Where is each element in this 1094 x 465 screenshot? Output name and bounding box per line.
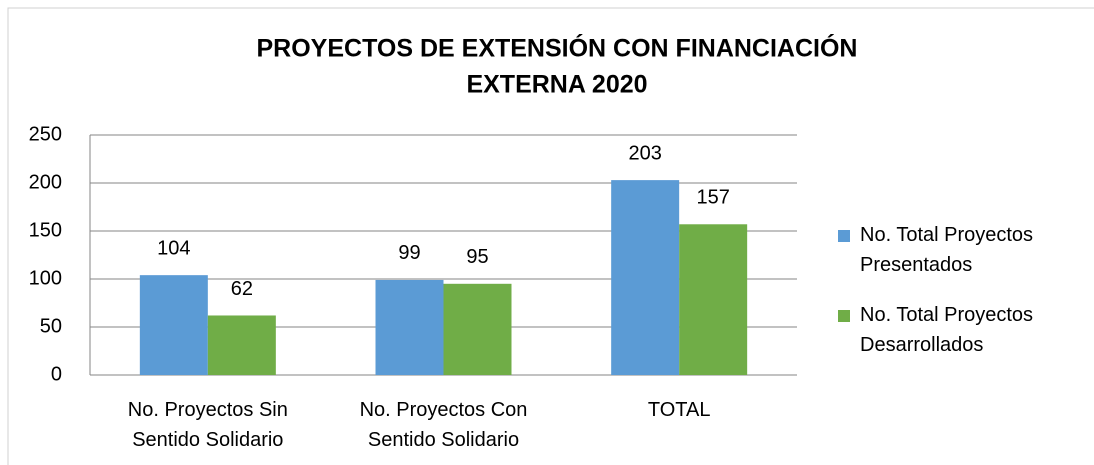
chart-title: EXTERNA 2020 xyxy=(466,71,647,99)
x-tick-label: No. Proyectos Con Sentido Solidario xyxy=(359,399,528,451)
data-label: 104 xyxy=(157,237,190,259)
x-tick-label: TOTAL xyxy=(647,399,711,421)
y-tick-label: 200 xyxy=(29,171,62,193)
x-tick-label: No. Proyectos Sin Sentido Solidario xyxy=(127,399,288,451)
bar xyxy=(207,315,276,375)
y-tick-label: 250 xyxy=(29,123,62,145)
data-label: 99 xyxy=(398,242,420,264)
bar xyxy=(679,224,748,375)
data-label: 157 xyxy=(696,187,729,209)
legend-swatch xyxy=(838,310,850,322)
bar xyxy=(443,283,512,375)
y-tick-label: 100 xyxy=(29,267,62,289)
y-tick-label: 0 xyxy=(51,363,62,385)
y-tick-label: 150 xyxy=(29,219,62,241)
chart-border xyxy=(7,7,1094,465)
chart-title: PROYECTOS DE EXTENSIÓN CON FINANCIACIÓN xyxy=(257,33,858,63)
legend-swatch xyxy=(838,230,850,242)
bar xyxy=(375,279,444,375)
data-label: 95 xyxy=(466,246,488,268)
y-tick-label: 50 xyxy=(40,315,62,337)
bar xyxy=(139,275,208,375)
legend-label: No. Total Proyectos Desarrollados xyxy=(860,304,1034,356)
legend-label: No. Total Proyectos Presentados xyxy=(860,224,1034,276)
bar xyxy=(611,180,680,375)
data-label: 203 xyxy=(628,142,661,164)
data-label: 62 xyxy=(231,278,253,300)
